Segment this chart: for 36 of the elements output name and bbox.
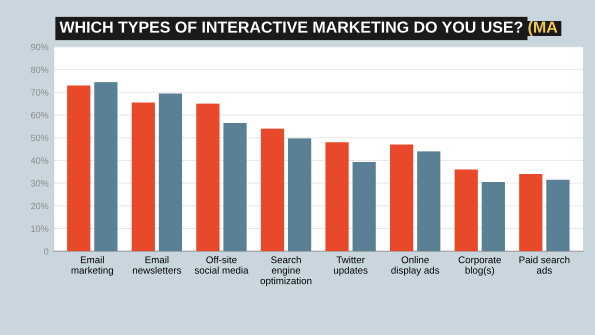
y-tick-label: 50% bbox=[30, 134, 48, 142]
bar bbox=[325, 142, 349, 252]
bar bbox=[519, 174, 542, 252]
x-tick-label: Paid search ads bbox=[519, 256, 570, 274]
chart-title: WHICH TYPES OF INTERACTIVE MARKETING DO YOU USE? bbox=[60, 21, 522, 33]
x-tick-label: Corporate blog(s) bbox=[458, 256, 501, 276]
bar bbox=[417, 151, 440, 252]
y-tick-label: 0 bbox=[44, 248, 48, 255]
x-tick-label: Search engine optimization bbox=[260, 256, 312, 286]
chart-subtitle: (MA bbox=[528, 21, 558, 36]
bar bbox=[223, 122, 247, 252]
bar bbox=[132, 102, 155, 252]
bar bbox=[390, 144, 414, 252]
x-tick-label: Email newsletters bbox=[132, 256, 182, 274]
bar bbox=[196, 104, 220, 252]
bar bbox=[94, 82, 118, 252]
x-tick-label: Twitter updates bbox=[334, 256, 368, 276]
y-tick-label: 20% bbox=[31, 202, 48, 210]
bar bbox=[352, 162, 376, 252]
bar bbox=[454, 170, 478, 252]
x-tick-label: Off-site social media bbox=[194, 256, 248, 274]
bar bbox=[288, 138, 312, 252]
bar bbox=[482, 182, 505, 252]
bar bbox=[158, 93, 182, 252]
y-tick-label: 10% bbox=[31, 226, 48, 232]
y-tick-label: 40% bbox=[30, 157, 48, 164]
bar bbox=[260, 128, 284, 252]
y-tick-label: 60% bbox=[31, 112, 48, 118]
y-tick-label: 70% bbox=[31, 89, 48, 96]
y-tick-label: 30% bbox=[30, 180, 48, 186]
bar bbox=[67, 86, 90, 252]
x-tick-label: Email marketing bbox=[72, 256, 114, 276]
y-tick-label: 90% bbox=[31, 44, 48, 50]
y-tick-label: 80% bbox=[31, 66, 48, 73]
bar bbox=[546, 180, 570, 252]
x-tick-label: Online display ads bbox=[391, 256, 440, 276]
